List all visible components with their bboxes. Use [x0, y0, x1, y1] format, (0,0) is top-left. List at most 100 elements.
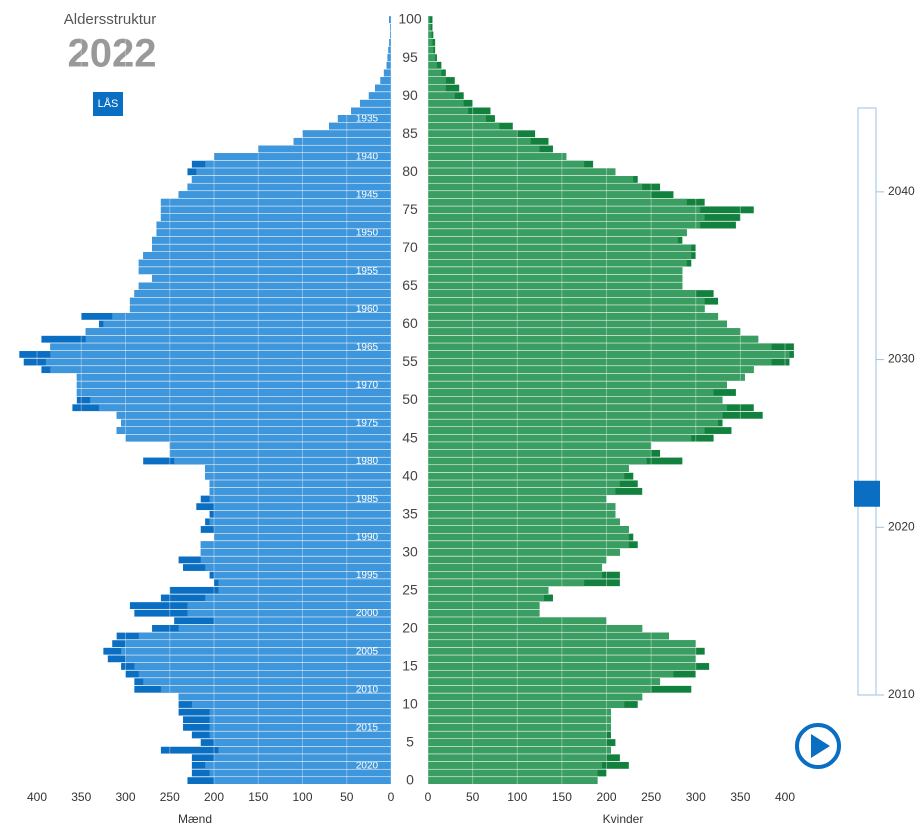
x-tick-label: 300	[686, 790, 706, 804]
bar	[428, 701, 625, 708]
bar	[428, 191, 652, 199]
age-tick-label: 55	[402, 353, 418, 369]
bar	[428, 381, 727, 389]
bar	[156, 229, 391, 237]
bar	[143, 678, 391, 686]
bar	[428, 548, 620, 556]
bar	[125, 655, 391, 663]
bar	[428, 602, 540, 609]
x-tick-label: 0	[388, 790, 395, 804]
age-tick-label: 100	[398, 11, 422, 27]
bar	[187, 609, 391, 617]
bar	[368, 92, 391, 100]
x-tick-label: 200	[204, 790, 224, 804]
bar	[138, 267, 391, 275]
bar	[428, 61, 437, 69]
bar	[428, 99, 464, 107]
bar	[428, 685, 652, 693]
x-axis-label: Kvinder	[603, 812, 644, 826]
bar	[428, 389, 714, 396]
play-button[interactable]	[795, 723, 841, 769]
bar	[428, 526, 629, 533]
bar	[428, 754, 607, 762]
bar	[428, 723, 611, 731]
bar	[103, 320, 391, 328]
bar	[428, 221, 701, 229]
bar	[428, 564, 603, 571]
bar	[351, 107, 391, 115]
comparison-bar	[428, 16, 433, 24]
bar	[428, 609, 540, 617]
bar	[337, 115, 391, 122]
bar	[134, 290, 391, 297]
bar	[428, 335, 759, 343]
bar	[428, 282, 683, 290]
bar	[428, 168, 616, 176]
cohort-label: 1960	[356, 304, 379, 315]
bar	[428, 145, 540, 153]
age-tick-label: 25	[402, 581, 418, 597]
cohort-label: 2020	[356, 760, 379, 771]
bar	[116, 411, 392, 419]
bar	[428, 510, 616, 518]
bar	[214, 777, 391, 785]
bar	[218, 746, 391, 754]
bar	[205, 564, 391, 571]
bar	[388, 46, 391, 54]
cohort-label: 1995	[356, 570, 379, 581]
bar	[428, 708, 611, 716]
bar	[205, 472, 391, 480]
lock-button[interactable]	[93, 92, 123, 116]
cohort-label: 1955	[356, 266, 379, 277]
bar	[360, 99, 391, 107]
bar	[302, 130, 391, 138]
bar	[428, 267, 683, 275]
age-tick-label: 0	[406, 772, 414, 788]
bar	[178, 624, 391, 632]
slider-tick-label: 2030	[888, 352, 915, 366]
age-tick-label: 35	[402, 505, 418, 521]
bar	[387, 54, 391, 62]
lock-button-label[interactable]: LÅS	[98, 97, 119, 110]
bar	[214, 754, 391, 762]
bar	[214, 153, 391, 160]
age-tick-label: 70	[402, 239, 418, 255]
bar	[428, 761, 603, 769]
bar	[187, 183, 391, 191]
bar	[214, 533, 391, 541]
age-tick-label: 40	[402, 467, 418, 483]
bar	[209, 716, 391, 724]
bar	[428, 229, 687, 237]
bar	[428, 31, 432, 39]
bar	[205, 594, 391, 602]
bar	[209, 480, 391, 488]
age-tick-label: 90	[402, 87, 418, 103]
age-tick-label: 50	[402, 391, 418, 407]
bar	[121, 647, 391, 655]
bar	[428, 693, 643, 701]
bar	[121, 419, 391, 427]
bar	[293, 137, 391, 145]
bar	[428, 457, 647, 465]
slider-tick-label: 2040	[888, 184, 915, 198]
x-tick-label: 350	[730, 790, 750, 804]
x-tick-label: 300	[115, 790, 135, 804]
bar	[428, 183, 643, 191]
play-icon[interactable]	[811, 734, 830, 758]
year-display: 2022	[68, 32, 157, 76]
bar	[383, 69, 391, 77]
bar	[160, 685, 391, 693]
slider-handle[interactable]	[854, 480, 880, 507]
age-tick-label: 30	[402, 543, 418, 559]
bar	[428, 411, 723, 419]
bar	[428, 290, 696, 297]
bar	[428, 92, 455, 100]
bar	[138, 632, 391, 640]
bar	[76, 381, 391, 389]
bar	[169, 442, 391, 450]
bar	[196, 168, 391, 176]
bar	[428, 84, 446, 92]
bar	[214, 617, 391, 625]
bar	[214, 510, 391, 518]
